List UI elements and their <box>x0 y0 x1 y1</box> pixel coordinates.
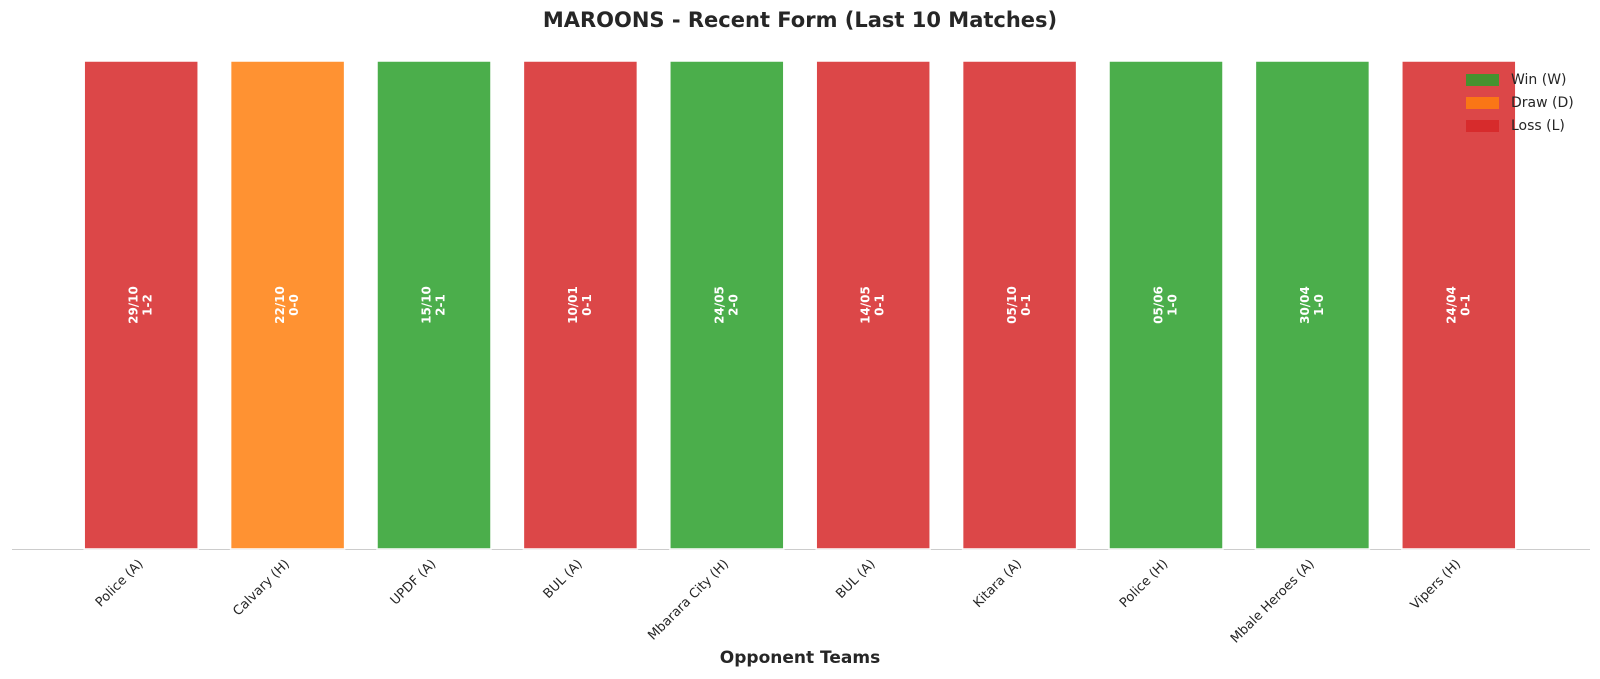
x-tick-label: Vipers (H) <box>1408 557 1464 613</box>
legend-label: Loss (L) <box>1511 118 1565 134</box>
bar <box>522 60 639 550</box>
bar-date-label: 29/10 <box>127 286 141 324</box>
bar-date-label: 05/06 <box>1152 286 1166 324</box>
bar-score-label: 1-0 <box>1312 294 1326 316</box>
bar <box>815 60 931 550</box>
x-tick-label: Police (A) <box>93 557 147 611</box>
legend-swatch <box>1466 97 1499 109</box>
bar <box>1108 60 1224 550</box>
bar-date-label: 14/05 <box>859 286 873 324</box>
x-tick-label: Kitara (A) <box>971 557 1025 611</box>
x-tick-label: UPDF (A) <box>388 557 440 609</box>
x-tick-label: Police (H) <box>1117 557 1171 611</box>
bar <box>376 60 492 550</box>
bar <box>1401 60 1517 550</box>
legend-label: Draw (D) <box>1511 95 1574 111</box>
bar-score-label: 0-1 <box>1458 294 1472 316</box>
x-tick-label: Mbarara City (H) <box>645 557 732 644</box>
bar <box>83 60 199 550</box>
x-tick-label: Mbale Heroes (A) <box>1228 557 1318 647</box>
bar-score-label: 0-1 <box>580 294 594 316</box>
bar-date-label: 10/01 <box>566 286 580 324</box>
legend-swatch <box>1466 74 1499 86</box>
legend-swatch <box>1466 120 1499 132</box>
bar <box>229 60 346 550</box>
chart-title: MAROONS - Recent Form (Last 10 Matches) <box>543 8 1057 32</box>
bar-date-label: 05/10 <box>1005 286 1019 324</box>
bar <box>1254 60 1371 550</box>
bar-date-label: 30/04 <box>1298 286 1312 324</box>
bar-date-label: 15/10 <box>420 286 434 324</box>
x-tick-label: BUL (A) <box>833 557 878 602</box>
bar-score-label: 0-0 <box>287 294 301 316</box>
bar <box>961 60 1078 550</box>
bar-score-label: 2-1 <box>434 294 448 316</box>
x-axis-label: Opponent Teams <box>720 648 880 668</box>
bar-score-label: 0-1 <box>1019 294 1033 316</box>
bar-date-label: 22/10 <box>273 286 287 324</box>
bar-date-label: 24/05 <box>712 286 726 324</box>
legend-label: Win (W) <box>1511 72 1567 88</box>
x-tick-label: Calvary (H) <box>230 557 293 620</box>
bar-score-label: 2-0 <box>726 294 740 316</box>
bar-date-label: 24/04 <box>1444 286 1458 324</box>
bar-score-label: 0-1 <box>873 294 887 316</box>
bar-score-label: 1-2 <box>141 294 155 316</box>
bar <box>669 60 785 550</box>
x-tick-label: BUL (A) <box>541 557 586 602</box>
bar-score-label: 1-0 <box>1166 294 1180 316</box>
